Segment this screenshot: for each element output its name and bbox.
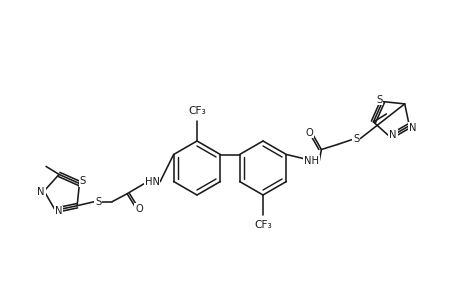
Text: HN: HN bbox=[144, 177, 159, 187]
Text: S: S bbox=[95, 197, 101, 207]
Text: NH: NH bbox=[303, 155, 318, 166]
Text: O: O bbox=[135, 204, 143, 214]
Text: N: N bbox=[408, 123, 415, 133]
Text: CF₃: CF₃ bbox=[253, 220, 271, 230]
Text: N: N bbox=[388, 130, 396, 140]
Text: O: O bbox=[305, 128, 313, 137]
Text: N: N bbox=[37, 187, 45, 197]
Text: S: S bbox=[79, 176, 85, 187]
Text: S: S bbox=[353, 134, 359, 143]
Text: S: S bbox=[375, 94, 382, 104]
Text: CF₃: CF₃ bbox=[188, 106, 206, 116]
Text: N: N bbox=[55, 206, 62, 216]
